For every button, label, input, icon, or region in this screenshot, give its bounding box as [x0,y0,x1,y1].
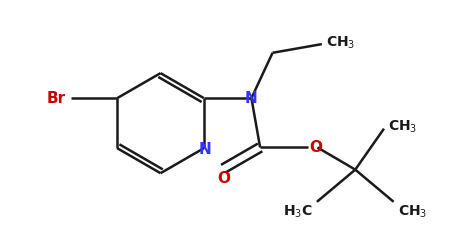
Text: O: O [309,140,322,155]
Text: Br: Br [46,91,66,106]
Text: CH$_3$: CH$_3$ [326,35,356,51]
Text: CH$_3$: CH$_3$ [398,203,427,220]
Text: N: N [199,142,212,157]
Text: N: N [245,91,258,106]
Text: H$_3$C: H$_3$C [283,203,313,220]
Text: O: O [217,171,230,187]
Text: CH$_3$: CH$_3$ [388,119,418,135]
